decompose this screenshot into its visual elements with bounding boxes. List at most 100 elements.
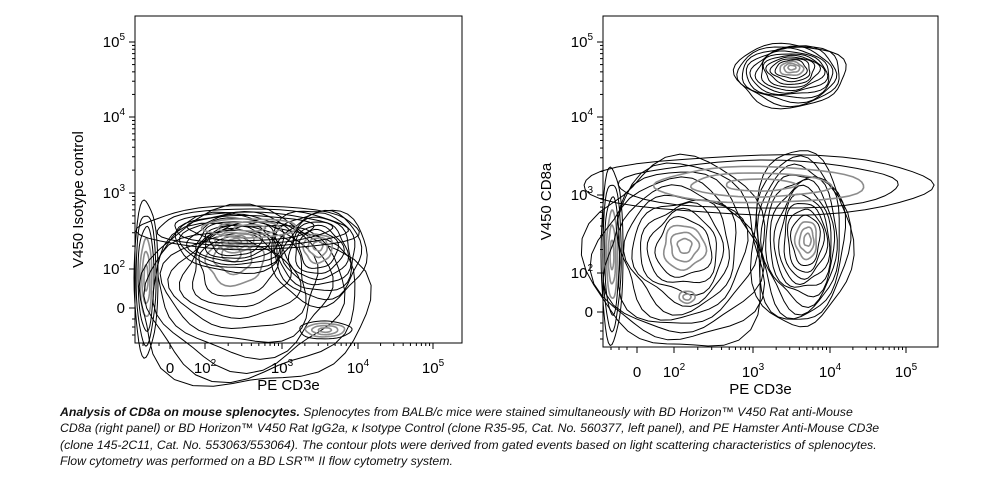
contour-line <box>137 225 155 332</box>
contour-line <box>156 208 349 248</box>
contour-line <box>602 184 622 333</box>
contour-line <box>652 165 865 204</box>
contour-line <box>273 209 363 301</box>
x-tick-exponent: 3 <box>288 358 294 369</box>
y-tick-label: 104 <box>103 107 126 126</box>
contour-line <box>725 178 798 192</box>
contour-line <box>600 166 624 347</box>
contour-line <box>304 322 346 338</box>
x-tick-label: 104 <box>819 362 842 381</box>
contour-line <box>662 224 708 272</box>
contour-line <box>793 221 818 261</box>
contour-line <box>221 245 242 263</box>
y-tick-label: 0 <box>585 304 593 321</box>
contour-line <box>765 56 816 85</box>
contour-line <box>741 45 838 104</box>
contour-line <box>143 264 149 292</box>
y-tick-exponent: 2 <box>119 259 125 270</box>
contour-line <box>174 210 295 275</box>
x-tick-label: 0 <box>633 364 641 381</box>
x-tick-exponent: 3 <box>759 362 765 373</box>
contour-line <box>783 62 801 74</box>
x-axis-label: PE CD3e <box>729 381 792 398</box>
y-axis-label: V450 CD8a <box>538 162 555 240</box>
x-tick-label: 105 <box>422 358 445 377</box>
x-tick-label: 102 <box>194 358 217 377</box>
contour-line <box>682 293 692 301</box>
contour-line <box>769 58 811 83</box>
contour-line <box>307 236 329 259</box>
contour-line <box>156 221 334 360</box>
contour-line <box>786 208 825 273</box>
contour-line <box>159 221 319 343</box>
y-tick-exponent: 4 <box>587 107 593 118</box>
figure-plots: 0 102 103 104 105 0 102 103 104 105 PE CD3e V450 Is… <box>70 15 939 398</box>
x-tick-label: 103 <box>742 362 765 381</box>
contour-line <box>186 214 315 242</box>
contour-line <box>217 221 282 236</box>
contour-line <box>754 50 829 94</box>
contour-line <box>204 239 266 288</box>
contour-group <box>133 199 372 387</box>
contour-line <box>654 215 713 278</box>
contour-line <box>583 154 935 217</box>
contour-line <box>774 59 808 80</box>
contour-line <box>135 205 360 251</box>
contour-line <box>602 171 765 334</box>
y-tick-exponent: 3 <box>587 185 593 196</box>
y-tick-exponent: 4 <box>119 107 125 118</box>
y-tick-label: 104 <box>571 107 594 126</box>
contour-line <box>617 159 899 209</box>
y-tick-label: 105 <box>103 32 126 51</box>
contour-line <box>302 233 334 265</box>
contour-line <box>200 218 297 239</box>
contour-line <box>609 239 615 271</box>
contour-line <box>789 214 821 266</box>
contour-line <box>678 290 696 305</box>
plot-frame <box>134 15 463 344</box>
contour-line <box>803 232 812 247</box>
y-tick-label: 103 <box>103 183 126 202</box>
contour-line <box>317 327 333 334</box>
contour-line <box>745 45 834 99</box>
y-tick-label: 105 <box>571 32 594 51</box>
contour-line <box>287 221 350 281</box>
contour-line <box>769 178 836 298</box>
x-axis-label: PE CD3e <box>257 377 320 394</box>
contour-line <box>298 228 340 269</box>
contour-line <box>749 47 830 96</box>
contour-line <box>646 207 717 284</box>
contour-line <box>765 176 838 309</box>
x-tick-exponent: 4 <box>364 358 370 369</box>
caption-title: Analysis of CD8a on mouse splenocytes. <box>60 405 300 419</box>
caption-body: Splenocytes from BALB/c mice were staine… <box>60 405 880 469</box>
contour-line <box>227 237 243 247</box>
x-tick-exponent: 5 <box>439 358 445 369</box>
figure-caption: Analysis of CD8a on mouse splenocytes. S… <box>60 404 880 470</box>
x-tick-exponent: 5 <box>912 362 918 373</box>
plot-frame <box>602 15 939 348</box>
contour-line <box>760 174 840 316</box>
contour-line <box>676 237 693 254</box>
contour-line <box>736 46 840 108</box>
contour-line <box>732 42 847 110</box>
y-tick-exponent: 5 <box>119 32 125 43</box>
contour-line <box>270 209 368 309</box>
contour-line <box>310 324 339 336</box>
x-tick-label: 102 <box>663 362 686 381</box>
contour-line <box>607 224 617 285</box>
y-tick-label: 102 <box>103 259 126 278</box>
contour-line <box>779 60 805 76</box>
y-axis-label: V450 Isotype control <box>70 131 87 268</box>
contour-line <box>589 162 766 341</box>
contour-line <box>605 208 619 300</box>
contour-line <box>220 234 249 250</box>
contour-line <box>798 226 815 254</box>
contour-line <box>174 211 334 244</box>
y-tick-exponent: 5 <box>587 32 593 43</box>
contour-line <box>689 172 833 198</box>
y-tick-label: 0 <box>117 300 125 317</box>
x-tick-exponent: 2 <box>680 362 686 373</box>
contour-line <box>778 193 831 286</box>
